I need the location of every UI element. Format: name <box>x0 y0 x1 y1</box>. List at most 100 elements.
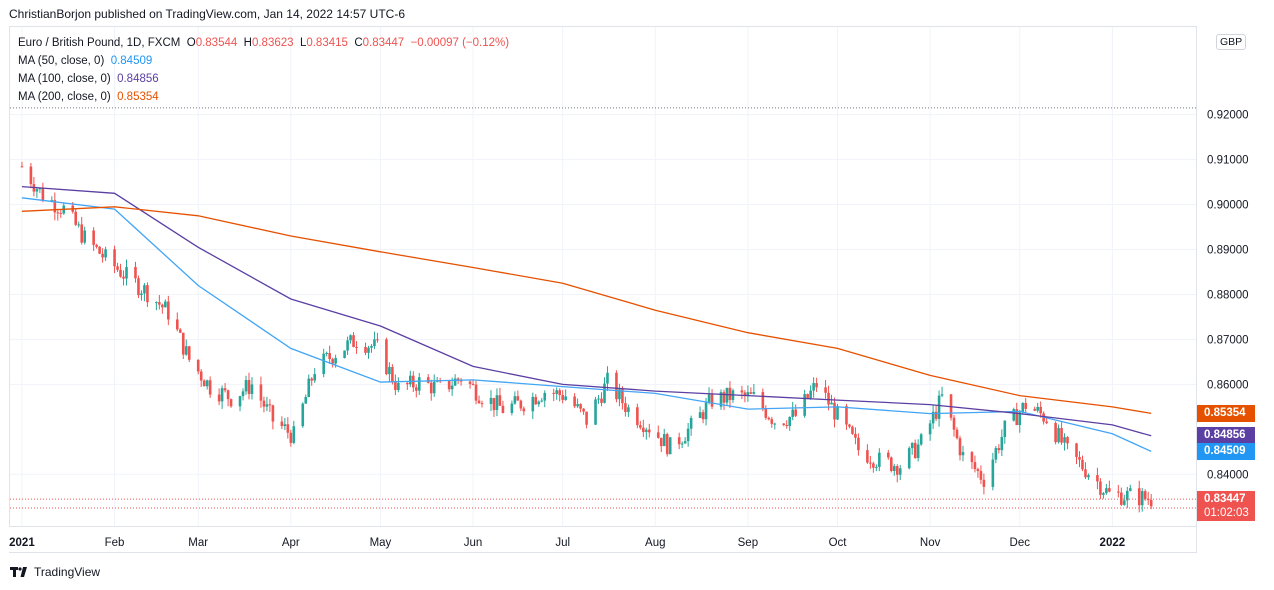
candle-body <box>205 380 209 387</box>
candle-body <box>346 340 349 351</box>
candle-body <box>217 394 221 402</box>
candle-body <box>794 409 797 416</box>
candle-body <box>241 391 245 397</box>
candle-body <box>331 359 334 364</box>
candle-body <box>385 339 388 375</box>
candle-body <box>77 224 81 226</box>
candle-body <box>746 392 750 396</box>
time-tick-label: Apr <box>282 537 300 549</box>
candle-body <box>585 411 588 425</box>
candle-body <box>934 411 938 419</box>
candle-body <box>615 372 618 400</box>
candle-body <box>937 395 941 419</box>
candle-body <box>334 357 337 364</box>
candle-body <box>304 396 308 404</box>
candle-body <box>1120 492 1123 505</box>
candle-body <box>722 392 726 403</box>
candle-body <box>199 371 203 381</box>
tradingview-footer[interactable]: TradingView <box>10 565 100 579</box>
candle-body <box>155 302 158 304</box>
candle-body <box>161 304 164 308</box>
legend-ma100-label[interactable]: MA (100, close, 0) <box>18 73 111 85</box>
candle-body <box>812 383 815 391</box>
legend-ma200-label[interactable]: MA (200, close, 0) <box>18 91 111 103</box>
candle-body <box>1143 491 1147 499</box>
candle-body <box>1075 443 1078 457</box>
candle-body <box>196 359 200 372</box>
ma50-price-tag: 0.84509 <box>1197 442 1255 460</box>
candle-body <box>349 335 352 341</box>
legend-high: 0.83623 <box>251 37 294 49</box>
legend-ma200-value: 0.85354 <box>117 91 159 103</box>
legend-ma50-label[interactable]: MA (50, close, 0) <box>18 55 105 67</box>
candle-body <box>268 404 272 406</box>
candle-body <box>665 434 669 455</box>
candle-body <box>949 394 953 418</box>
candle-body <box>456 378 460 381</box>
candle-body <box>564 396 567 400</box>
legend-ma50-value: 0.84509 <box>110 55 153 67</box>
candle-body <box>328 352 331 360</box>
candle-body <box>659 437 663 447</box>
legend-open-label: O <box>186 37 196 49</box>
bar-countdown: 01:02:03 <box>1204 507 1249 520</box>
current-price-value: 0.83447 <box>1204 493 1246 506</box>
candle-body <box>134 267 137 279</box>
candle-body <box>286 424 290 433</box>
candle-body <box>561 395 564 400</box>
ma100-line <box>21 185 1152 437</box>
candle-body <box>74 211 78 225</box>
candle-body <box>477 400 481 404</box>
candle-body <box>41 188 45 201</box>
candle-body <box>95 244 98 247</box>
ma100-price-tag: 0.84856 <box>1197 427 1255 445</box>
tradingview-brand: TradingView <box>34 565 101 579</box>
legend-change: −0.00097 (−0.12%) <box>410 37 510 49</box>
currency-badge[interactable]: GBP <box>1216 34 1247 50</box>
candle-body <box>373 339 376 347</box>
candle-body <box>1128 488 1132 491</box>
candle-body <box>1039 406 1042 414</box>
candle-body <box>301 403 305 427</box>
candle-body <box>83 230 86 243</box>
candle-body <box>955 429 959 439</box>
candle-body <box>175 319 179 330</box>
time-tick-label: May <box>370 537 392 549</box>
candle-body <box>662 434 666 447</box>
candle-body <box>98 246 101 254</box>
candle-body <box>352 335 355 347</box>
candle-body <box>534 396 538 405</box>
candle-body <box>1000 437 1004 451</box>
chart-bottom-divider <box>9 552 1197 553</box>
candle-body <box>244 380 248 392</box>
candle-body <box>1015 409 1019 426</box>
candle-body <box>1125 490 1129 501</box>
legend-ma100-row[interactable]: MA (100, close, 0) 0.84856 <box>18 70 509 88</box>
candle-body <box>648 429 651 433</box>
candle-body <box>940 394 944 396</box>
candle-body <box>594 399 597 425</box>
candle-body <box>848 424 851 427</box>
candle-body <box>1063 437 1066 443</box>
candle-body <box>836 406 839 420</box>
candle-body <box>480 403 484 405</box>
candle-body <box>537 401 541 405</box>
candle-body <box>271 405 275 422</box>
time-tick-label: Jul <box>555 537 570 549</box>
legend-ma200-row[interactable]: MA (200, close, 0) 0.85354 <box>18 88 509 106</box>
legend-symbol-row[interactable]: Euro / British Pound, 1D, FXCM O0.83544 … <box>18 34 509 52</box>
candle-body <box>845 406 848 425</box>
candle-body <box>952 417 956 430</box>
legend-ma50-row[interactable]: MA (50, close, 0) 0.84509 <box>18 52 509 70</box>
legend-symbol[interactable]: Euro / British Pound, 1D, FXCM <box>18 37 181 49</box>
price-tick-label: 0.88000 <box>1207 289 1249 301</box>
candle-body <box>519 400 523 409</box>
candle-body <box>815 383 818 388</box>
legend-high-label: H <box>243 37 252 49</box>
time-axis-divider <box>9 526 1197 527</box>
candle-body <box>158 302 161 305</box>
candle-body <box>265 404 269 407</box>
candle-body <box>621 389 624 404</box>
candle-body <box>889 457 893 471</box>
